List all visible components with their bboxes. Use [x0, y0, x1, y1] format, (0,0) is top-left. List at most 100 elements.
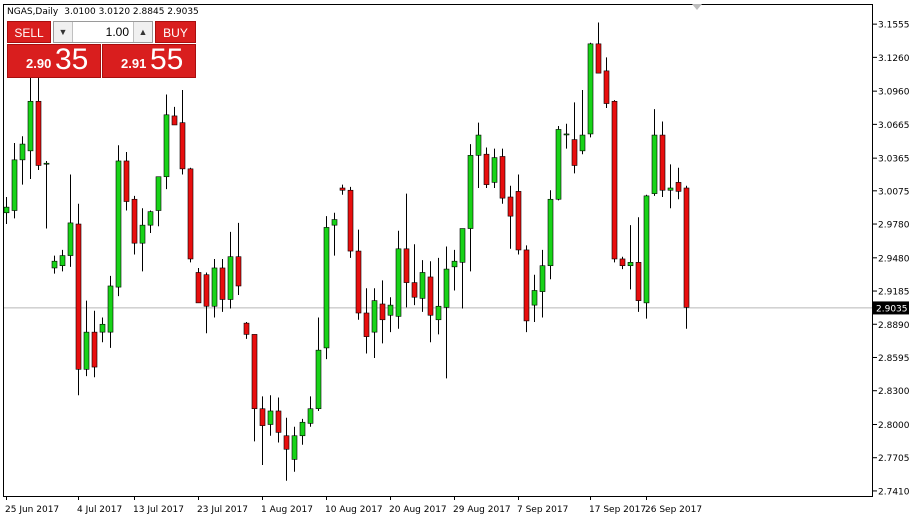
chevron-up-icon[interactable]: ▲: [133, 22, 152, 42]
candle-body: [475, 134, 482, 156]
candle: [619, 256, 626, 270]
chevron-down-icon[interactable]: ▼: [54, 22, 73, 42]
current-price-label-bg: [873, 301, 909, 315]
candle: [3, 197, 10, 225]
price-tick-label: 3.0960: [878, 88, 910, 98]
candle-body: [507, 196, 514, 217]
candle: [595, 22, 602, 74]
candle-body: [651, 134, 658, 194]
candle-body: [83, 331, 90, 370]
candle: [243, 322, 250, 339]
time-tick-label: 29 Aug 2017: [453, 505, 511, 515]
candle: [59, 249, 66, 272]
candle: [123, 151, 130, 211]
candle-body: [203, 274, 210, 307]
candle: [499, 148, 506, 204]
candle-body: [579, 134, 586, 152]
candle-body: [667, 187, 674, 191]
candle: [651, 109, 658, 196]
candle: [395, 230, 402, 329]
time-axis: 25 Jun 2017 4 Jul 2017 13 Jul 2017 23 Jul 2…: [5, 496, 702, 515]
price-tick-label: 2.8000: [878, 421, 910, 431]
candle: [139, 208, 146, 272]
candle-body: [547, 198, 554, 267]
candle-body: [179, 122, 186, 170]
candle-body: [587, 43, 594, 135]
candle-body: [515, 191, 522, 251]
lot-size-input[interactable]: 1.00: [105, 25, 129, 39]
sell-price-pips: 35: [55, 43, 89, 76]
lot-size-stepper[interactable]: ▼ 1.00 ▲: [53, 21, 153, 43]
candle: [259, 396, 266, 466]
candle-body: [571, 139, 578, 166]
candle-body: [419, 272, 426, 299]
candle-body: [299, 421, 306, 437]
candle-body: [163, 114, 170, 178]
sell-price-quote[interactable]: 2.90 35: [7, 43, 101, 78]
candle-body: [539, 265, 546, 292]
candle-body: [251, 334, 258, 410]
candle: [147, 210, 154, 234]
candle-body: [491, 157, 498, 183]
candle-body: [235, 256, 242, 287]
candle: [363, 288, 370, 354]
price-axis: 3.1555 3.1260 3.0960 3.0665 3.0365 3.0075 2.97…: [873, 21, 910, 497]
candle: [107, 275, 114, 348]
candle: [195, 267, 202, 304]
candle-body: [331, 219, 338, 226]
candle: [579, 90, 586, 155]
candle: [603, 57, 610, 109]
candle-body: [91, 331, 98, 368]
candle: [419, 260, 426, 312]
buy-button[interactable]: BUY: [155, 21, 196, 43]
candle-body: [131, 198, 138, 244]
candle: [387, 297, 394, 333]
candle: [515, 174, 522, 255]
candle-body: [59, 255, 66, 267]
ohlc-values: 3.0100 3.0120 2.8845 2.9035: [64, 7, 199, 17]
candle-body: [323, 227, 330, 349]
candle: [299, 418, 306, 445]
price-tick-label: 2.9780: [878, 221, 910, 231]
candle-body: [219, 267, 226, 300]
candle: [19, 136, 26, 185]
candle: [371, 288, 378, 359]
candle-body: [155, 176, 162, 211]
candle-body: [171, 115, 178, 126]
candle: [427, 261, 434, 343]
candle: [683, 185, 690, 329]
candle-body: [635, 262, 642, 301]
candle: [667, 164, 674, 209]
candle-body: [371, 300, 378, 333]
candle-body: [67, 222, 74, 256]
candle: [51, 255, 58, 274]
candle-body: [627, 262, 634, 267]
time-tick-label: 26 Sep 2017: [645, 505, 702, 515]
candle: [611, 100, 618, 263]
candle-body: [19, 143, 26, 161]
price-tick-label: 2.8890: [878, 321, 910, 331]
price-tick-label: 2.8595: [878, 354, 910, 364]
candle-body: [75, 223, 82, 370]
candle-body: [483, 153, 490, 185]
time-tick-label: 17 Sep 2017: [589, 505, 646, 515]
candle: [555, 126, 562, 201]
price-tick-label: 2.9480: [878, 254, 910, 264]
candle: [643, 194, 650, 319]
sell-price-prefix: 2.90: [26, 56, 52, 71]
candle: [179, 90, 186, 175]
candle: [675, 167, 682, 200]
buy-price-quote[interactable]: 2.91 55: [102, 43, 196, 78]
candle: [403, 193, 410, 308]
candle: [83, 300, 90, 377]
sell-button[interactable]: SELL: [7, 21, 51, 43]
current-price-label: 2.9035: [873, 301, 909, 315]
candle-body: [339, 187, 346, 191]
candle-body: [243, 322, 250, 335]
price-tick-label: 2.9185: [878, 288, 910, 298]
candle: [235, 222, 242, 295]
candle: [459, 228, 466, 309]
candle-body: [443, 268, 450, 308]
candle: [435, 257, 442, 335]
